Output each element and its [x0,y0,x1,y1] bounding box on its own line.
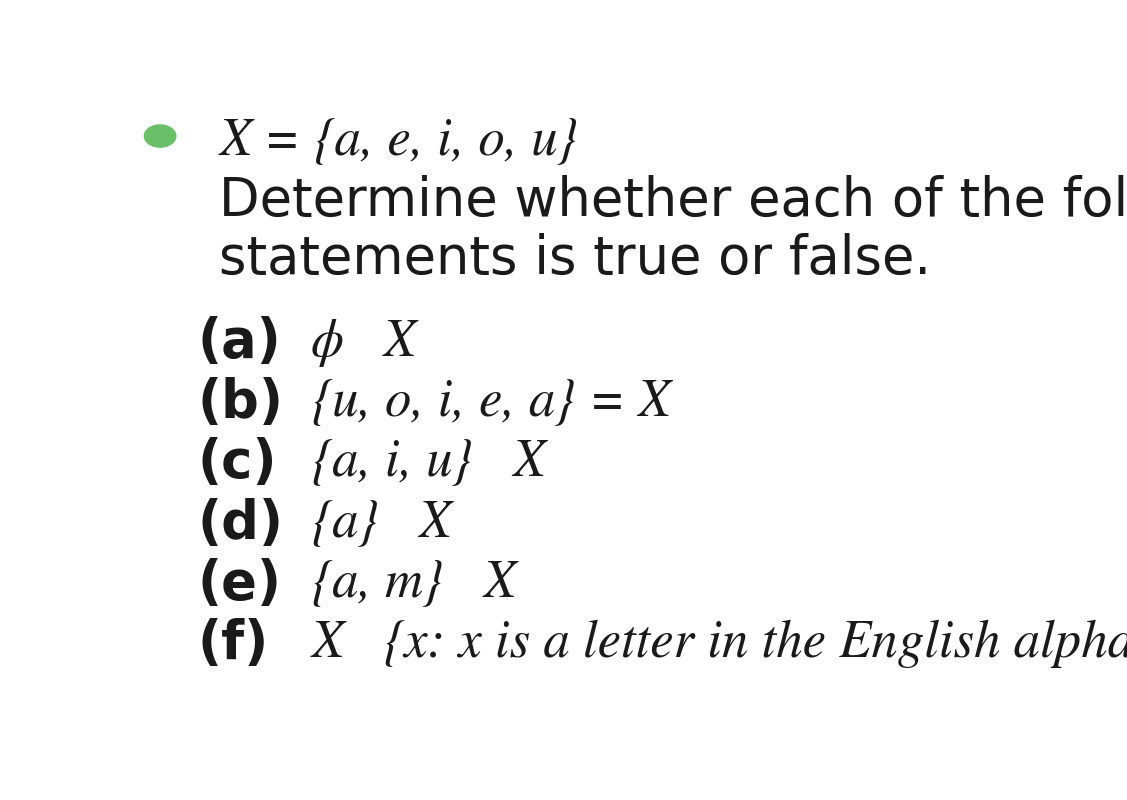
Text: {a, m} ⊄ X: {a, m} ⊄ X [311,560,516,608]
Text: ϕ ⊂ X: ϕ ⊂ X [311,318,416,366]
Text: X ⊂ {x: x is a letter in the English alphabet}: X ⊂ {x: x is a letter in the English alp… [311,620,1127,669]
Text: {a} ∈ X: {a} ∈ X [311,499,452,548]
Text: (a): (a) [197,317,282,368]
Text: statements is true or false.: statements is true or false. [220,234,932,286]
Text: (e): (e) [197,558,282,610]
Text: {u, o, i, e, a} = X: {u, o, i, e, a} = X [311,378,671,427]
Text: Determine whether each of the following: Determine whether each of the following [220,174,1127,226]
Text: (b): (b) [197,377,284,429]
Text: {a, i, u} ⊂ X: {a, i, u} ⊂ X [311,439,545,487]
Text: (f): (f) [197,618,269,670]
Text: (d): (d) [197,498,284,550]
Text: (c): (c) [197,437,277,489]
Circle shape [144,125,176,147]
Text: X = {a, e, i, o, u}: X = {a, e, i, o, u} [220,118,579,166]
